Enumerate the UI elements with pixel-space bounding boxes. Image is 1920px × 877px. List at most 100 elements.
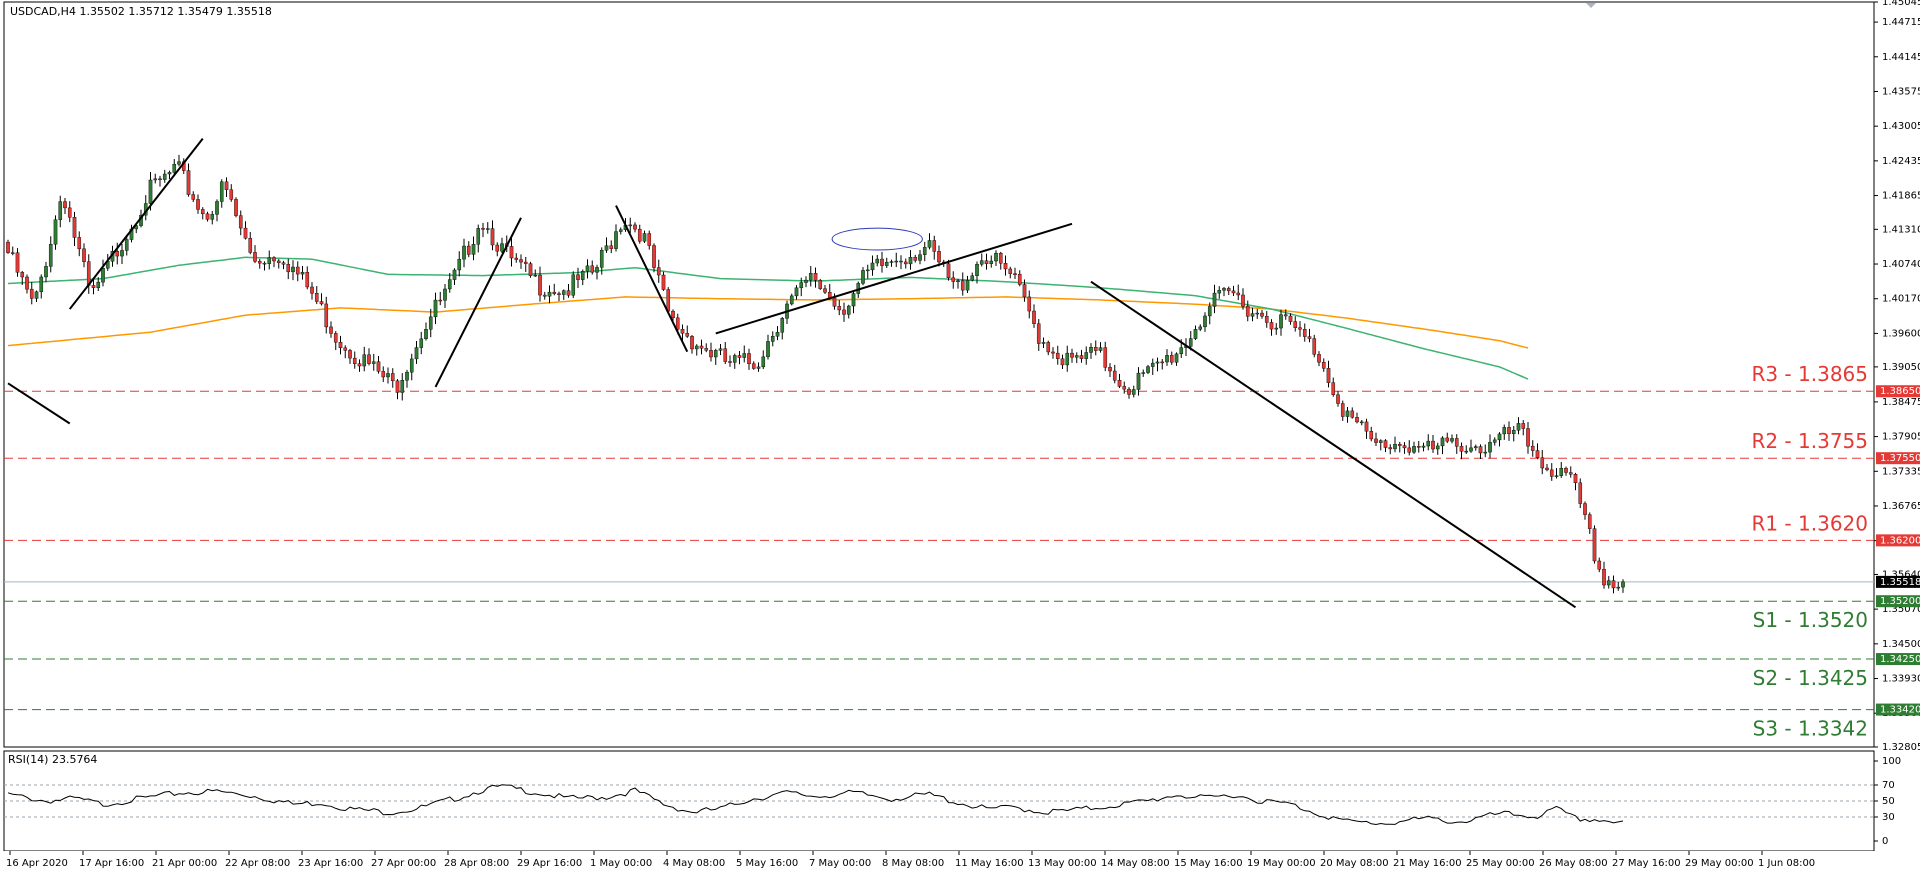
candle — [1602, 561, 1606, 589]
candle-body — [1255, 312, 1260, 315]
time-axis-label: 14 May 08:00 — [1101, 858, 1170, 869]
candle-body — [243, 227, 248, 239]
candle — [614, 224, 618, 252]
trendline[interactable] — [715, 222, 1073, 335]
time-axis-label: 22 Apr 08:00 — [225, 858, 290, 869]
candle-body — [1445, 437, 1450, 442]
price-axis-label: 1.34500 — [1882, 639, 1920, 650]
candle — [1431, 435, 1435, 453]
candle-body — [1583, 503, 1587, 515]
candle-body — [946, 263, 951, 279]
candle-body — [1217, 290, 1222, 294]
candle — [1402, 442, 1407, 454]
time-axis: 16 Apr 2020 17 Apr 16:00 21 Apr 00:00 22 Ap… — [0, 851, 1920, 873]
candle — [1127, 387, 1131, 399]
candle — [400, 373, 405, 401]
price-tag-text-s3: 1.33420 — [1880, 705, 1920, 716]
candle — [1326, 360, 1331, 388]
price-axis-label: 1.41310 — [1882, 224, 1920, 235]
trendline[interactable] — [615, 205, 689, 353]
ellipse-annotation[interactable] — [831, 227, 923, 251]
candle — [295, 261, 300, 282]
candle-body — [162, 173, 167, 180]
candle-body — [1093, 347, 1098, 351]
candle — [1046, 340, 1051, 356]
candle-body — [291, 266, 295, 273]
trendline[interactable] — [434, 217, 522, 388]
candle — [10, 246, 15, 256]
candle — [989, 255, 994, 268]
price-axis-label: 1.42435 — [1882, 156, 1920, 167]
candle-body — [1046, 342, 1051, 353]
candle — [333, 331, 338, 351]
candle — [732, 353, 737, 369]
candle — [799, 277, 804, 297]
trendline[interactable] — [1090, 280, 1577, 609]
candle — [200, 207, 205, 220]
symbol-header: USDCAD,H4 1.35502 1.35712 1.35479 1.3551… — [10, 5, 272, 18]
candle — [257, 258, 262, 269]
candle-body — [709, 350, 713, 358]
candle-body — [1222, 288, 1226, 291]
candle — [153, 173, 158, 184]
candle-body — [1435, 445, 1440, 450]
scroll-marker-icon[interactable] — [1586, 3, 1596, 8]
candle-body — [1469, 447, 1473, 452]
candle-body — [310, 286, 314, 294]
candle-body — [186, 170, 191, 195]
candle-body — [851, 293, 856, 307]
time-axis-label: 27 Apr 00:00 — [371, 858, 436, 869]
candle — [1540, 449, 1545, 475]
candle-body — [699, 345, 704, 349]
price-axis-label: 1.44145 — [1882, 52, 1920, 63]
candle-body — [1412, 446, 1416, 453]
trendline[interactable] — [68, 138, 204, 310]
candle-body — [694, 345, 699, 350]
candle — [191, 191, 196, 203]
candle-body — [1606, 580, 1611, 586]
candle-body — [338, 341, 343, 349]
candle — [1288, 313, 1293, 325]
candle-body — [485, 228, 490, 230]
main-price-pane[interactable]: R3 - 1.3865 R2 - 1.3755 R1 - 1.3620 S1 - 1.… — [3, 1, 1875, 748]
main-pane-frame — [3, 1, 1875, 748]
candle-body — [1212, 292, 1217, 307]
candle — [177, 154, 181, 167]
candle-body — [1226, 288, 1231, 292]
rsi-header: RSI(14) 23.5764 — [8, 753, 97, 766]
candle-body — [528, 263, 533, 276]
rsi-axis-label: 50 — [1882, 796, 1895, 807]
candle — [1478, 444, 1483, 459]
candle — [723, 342, 728, 365]
candle — [975, 261, 979, 284]
candle-body — [200, 209, 205, 215]
candle — [1516, 417, 1521, 435]
candle — [120, 243, 124, 264]
price-axis-label: 1.39050 — [1882, 362, 1920, 373]
candle — [452, 268, 457, 285]
candle — [528, 261, 533, 278]
candle-body — [462, 245, 466, 260]
candle-body — [998, 252, 1003, 264]
candle — [1117, 373, 1122, 389]
candle-body — [1084, 352, 1089, 359]
candle — [405, 369, 409, 388]
candle-body — [561, 290, 566, 295]
candle — [1241, 288, 1245, 310]
trendline[interactable] — [7, 382, 71, 425]
candle-body — [1241, 294, 1245, 307]
candle-body — [215, 201, 219, 215]
candle-body — [1127, 388, 1131, 395]
candle — [424, 322, 428, 341]
candle — [481, 222, 485, 238]
candle — [234, 197, 238, 218]
candle-body — [1511, 430, 1516, 434]
candle-body — [875, 258, 880, 264]
candle — [490, 220, 495, 251]
candle-body — [894, 260, 899, 263]
candle-body — [1264, 315, 1269, 323]
candle — [115, 242, 120, 265]
candle-body — [804, 279, 808, 283]
candle — [1564, 466, 1568, 476]
candle-body — [452, 269, 457, 280]
